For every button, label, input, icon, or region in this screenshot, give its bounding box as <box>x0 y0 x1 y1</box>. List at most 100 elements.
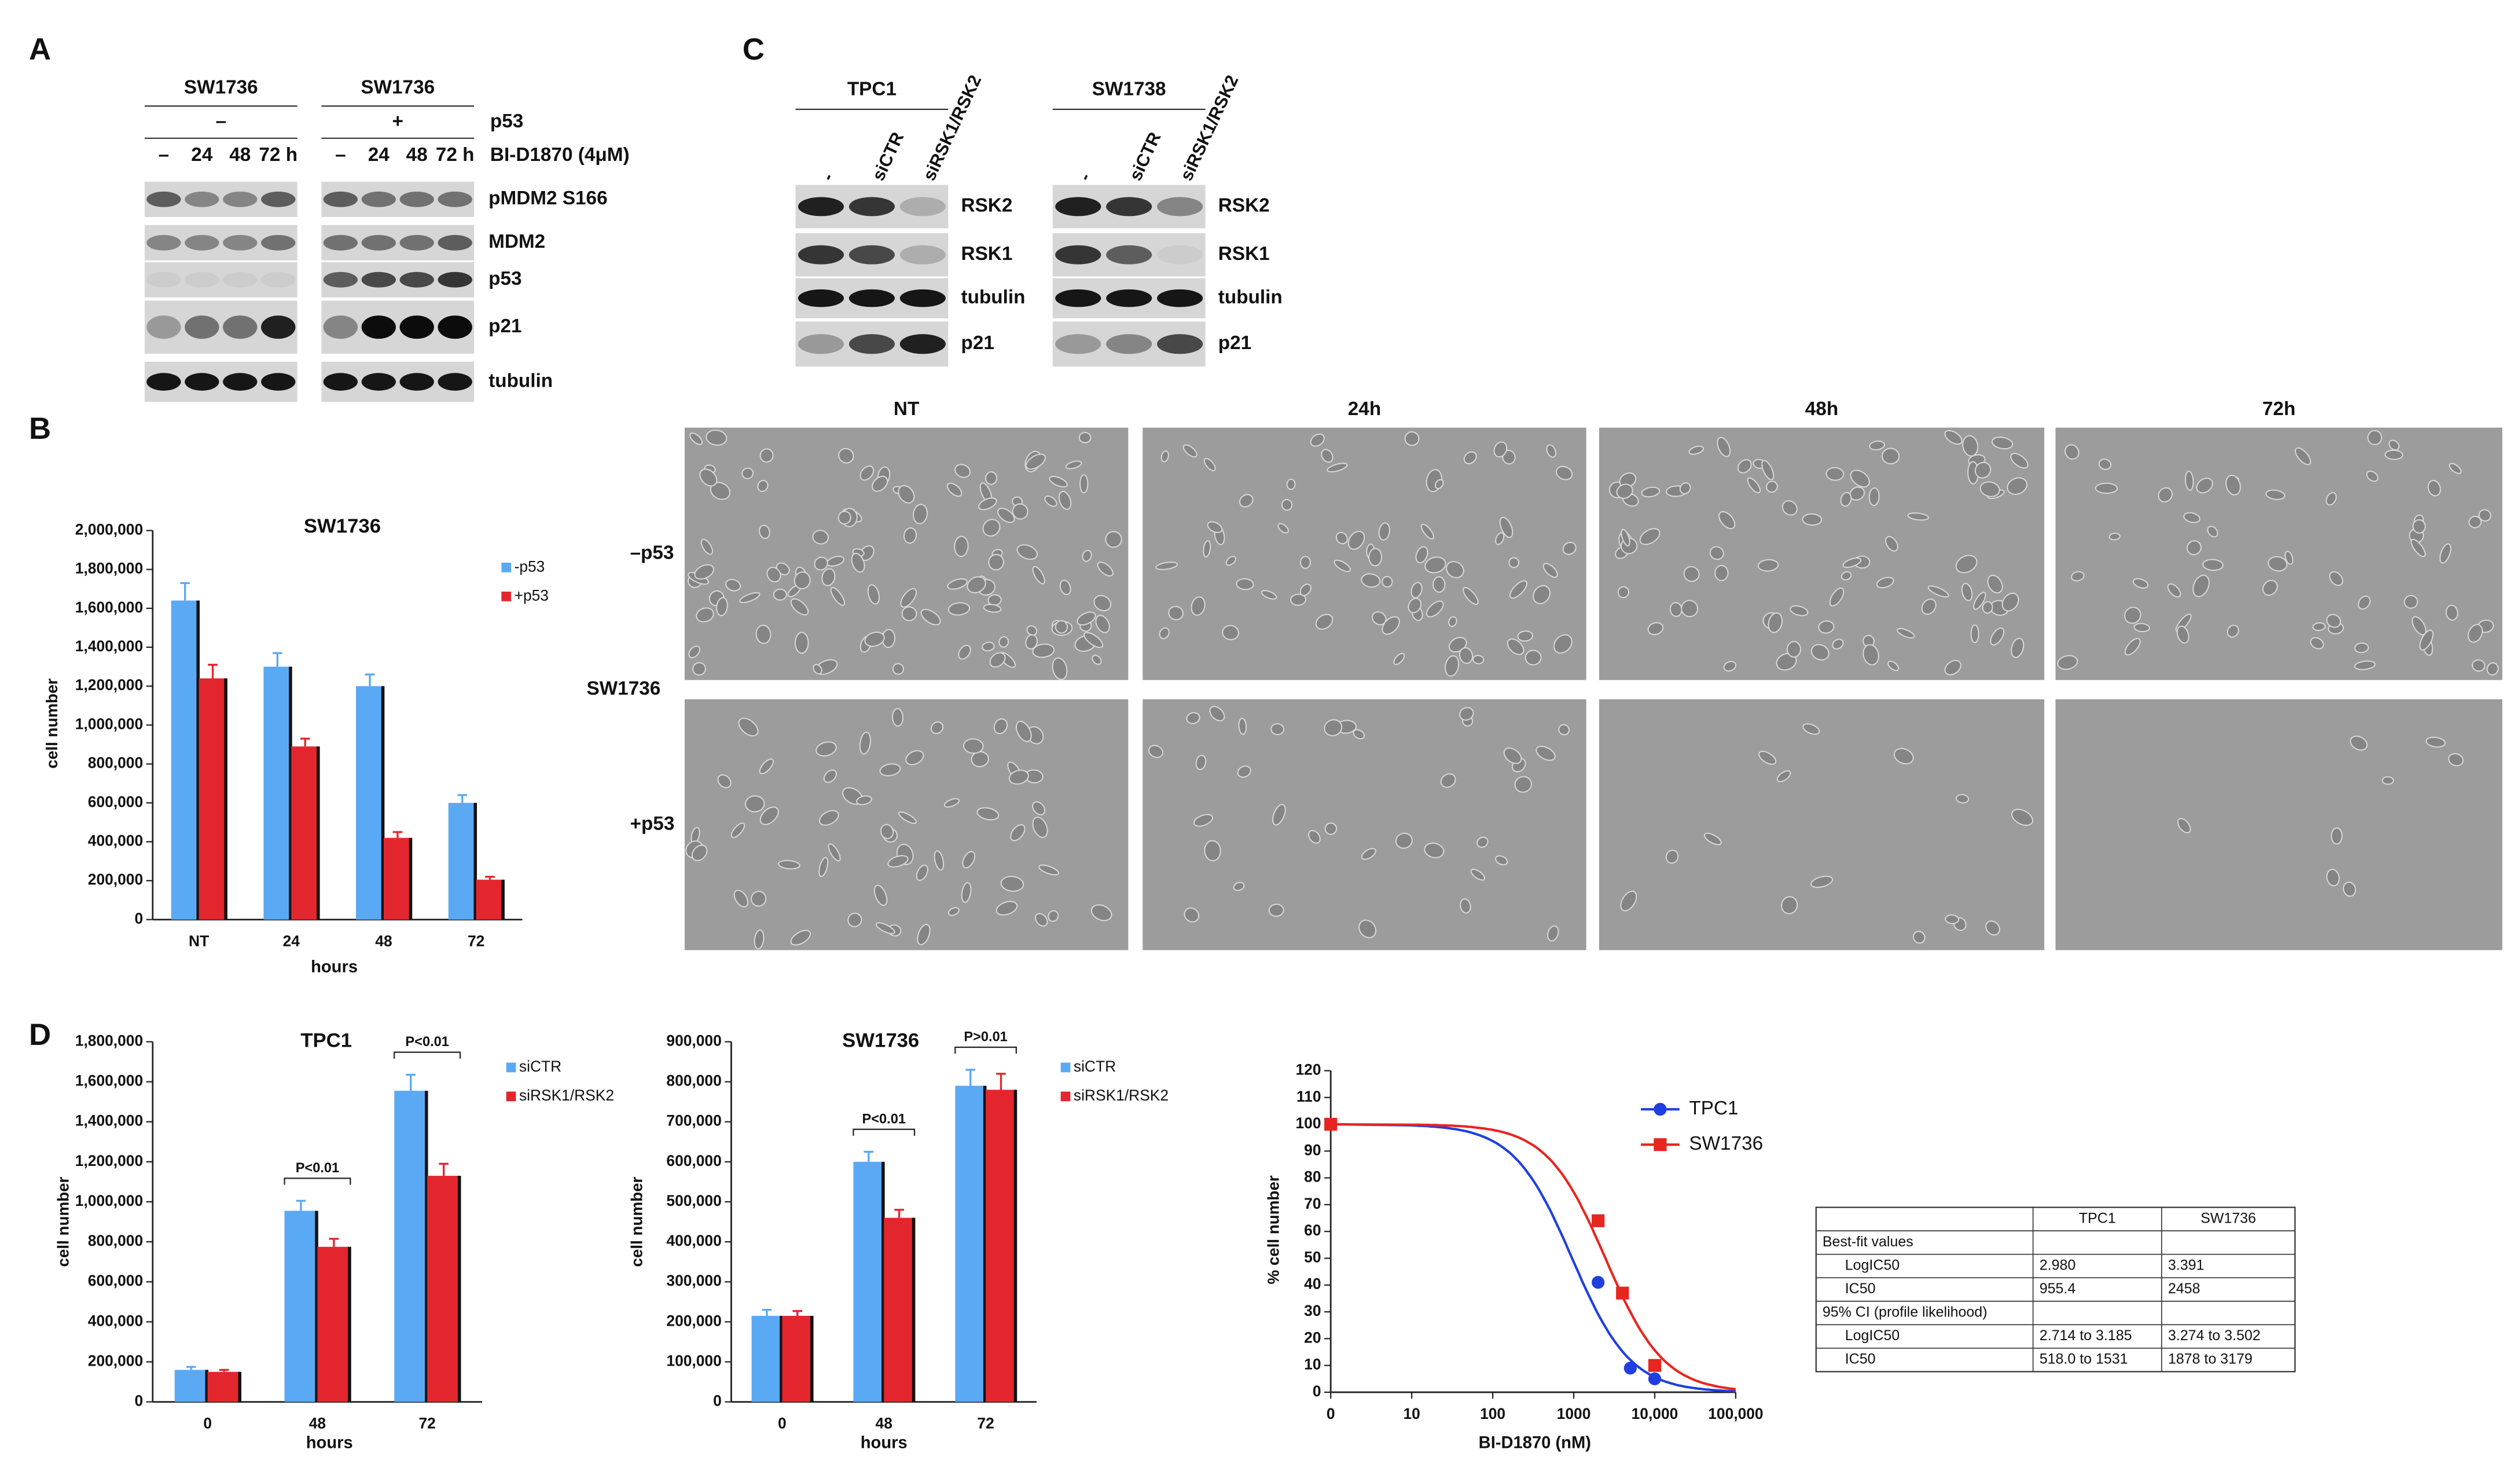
cell <box>1195 754 1207 771</box>
cell <box>1191 596 1206 616</box>
cell <box>2177 817 2191 834</box>
cell <box>1863 644 1879 666</box>
x-tick-label: 24 <box>283 932 300 949</box>
cell <box>879 763 901 776</box>
y-tick-label: 40 <box>1304 1275 1321 1293</box>
significance-label: P>0.01 <box>964 1030 1007 1045</box>
time-label: 48 <box>406 144 428 166</box>
cell <box>1368 548 1383 567</box>
panel-label: B <box>29 412 51 446</box>
cell <box>947 602 971 616</box>
error-bar <box>996 1073 1006 1090</box>
cell <box>1717 436 1731 457</box>
cell <box>1408 597 1422 614</box>
significance-bracket <box>853 1128 916 1136</box>
cell <box>1781 896 1798 915</box>
micrograph <box>1143 427 1586 680</box>
y-tick-label: 800,000 <box>88 754 143 772</box>
cell <box>988 553 1004 571</box>
cell <box>733 889 748 908</box>
cell <box>1868 487 1880 507</box>
y-tick-label: 0 <box>1313 1382 1321 1400</box>
cell <box>766 567 781 583</box>
legend-marker <box>1654 1103 1667 1116</box>
protein-label: p21 <box>961 332 994 354</box>
cell <box>1912 930 1926 944</box>
cell <box>1460 898 1471 914</box>
cell <box>1160 450 1169 463</box>
cell <box>1008 769 1029 785</box>
blot-band <box>1055 289 1101 307</box>
y-tick-label: 1,200,000 <box>75 676 143 694</box>
y-tick-label: 1,200,000 <box>75 1152 143 1169</box>
cell <box>1974 461 1992 479</box>
blot-band <box>438 373 472 391</box>
y-tick-label: 30 <box>1304 1302 1321 1319</box>
blot-strip <box>144 262 297 298</box>
cell <box>898 485 915 504</box>
cell <box>1927 585 1949 598</box>
y-tick-label: 90 <box>1304 1141 1321 1158</box>
cell <box>2124 638 2141 656</box>
cell <box>856 795 872 805</box>
cell <box>1502 449 1516 465</box>
cell <box>1758 751 1777 765</box>
cell <box>2471 659 2485 672</box>
cell <box>1300 556 1311 569</box>
cell <box>1616 483 1633 499</box>
cell <box>867 584 880 605</box>
legend-label: siRSK1/RSK2 <box>1074 1087 1169 1104</box>
cell <box>1768 612 1783 633</box>
cell <box>2007 477 2028 495</box>
blot-band <box>1157 197 1203 217</box>
cell <box>2132 578 2149 589</box>
protein-label: pMDM2 S166 <box>488 188 607 209</box>
cell <box>2445 604 2459 621</box>
cell <box>1802 723 1820 735</box>
cell <box>2268 556 2288 572</box>
cell <box>1786 641 1802 658</box>
micrograph-cell-line: SW1736 <box>587 678 661 699</box>
cell <box>1956 794 1970 804</box>
cell <box>2427 480 2441 497</box>
cell <box>1415 546 1428 564</box>
error-bar <box>894 1209 904 1218</box>
y-tick-label: 800,000 <box>88 1232 143 1249</box>
blot-band <box>361 315 396 339</box>
bar-shadow <box>810 1315 814 1402</box>
cell <box>1525 650 1542 666</box>
blot-band <box>848 289 895 307</box>
cell <box>1222 625 1239 640</box>
y-tick-label: 2,000,000 <box>75 520 143 538</box>
cell <box>982 519 1001 537</box>
cell <box>837 511 851 524</box>
cell <box>823 769 837 783</box>
significance-bracket <box>284 1177 351 1185</box>
cell <box>790 930 811 946</box>
cell <box>1055 620 1068 634</box>
x-tick-label: 72 <box>977 1414 994 1432</box>
blot-band <box>399 272 434 288</box>
legend-label: TPC1 <box>1689 1098 1738 1119</box>
cell <box>2448 753 2464 766</box>
cell <box>1723 661 1737 672</box>
y-tick-label: 1,400,000 <box>75 637 143 655</box>
cell <box>2225 475 2241 496</box>
bar-shadow <box>315 1210 318 1402</box>
y-tick-label: 100 <box>1296 1114 1321 1132</box>
significance-bracket <box>394 1051 461 1059</box>
cell <box>1709 546 1724 560</box>
cell <box>1470 868 1486 881</box>
error-bar <box>300 738 310 747</box>
table-cell: 3.274 to 3.502 <box>2168 1327 2261 1344</box>
cell <box>739 592 761 603</box>
bar <box>171 600 199 920</box>
y-tick-label: 500,000 <box>666 1192 721 1209</box>
protein-label: p21 <box>1218 332 1251 354</box>
cell <box>1869 441 1886 450</box>
protein-label: MDM2 <box>488 231 545 252</box>
cell <box>1193 814 1214 827</box>
p53-state: – <box>216 111 227 132</box>
cell <box>1012 503 1028 520</box>
